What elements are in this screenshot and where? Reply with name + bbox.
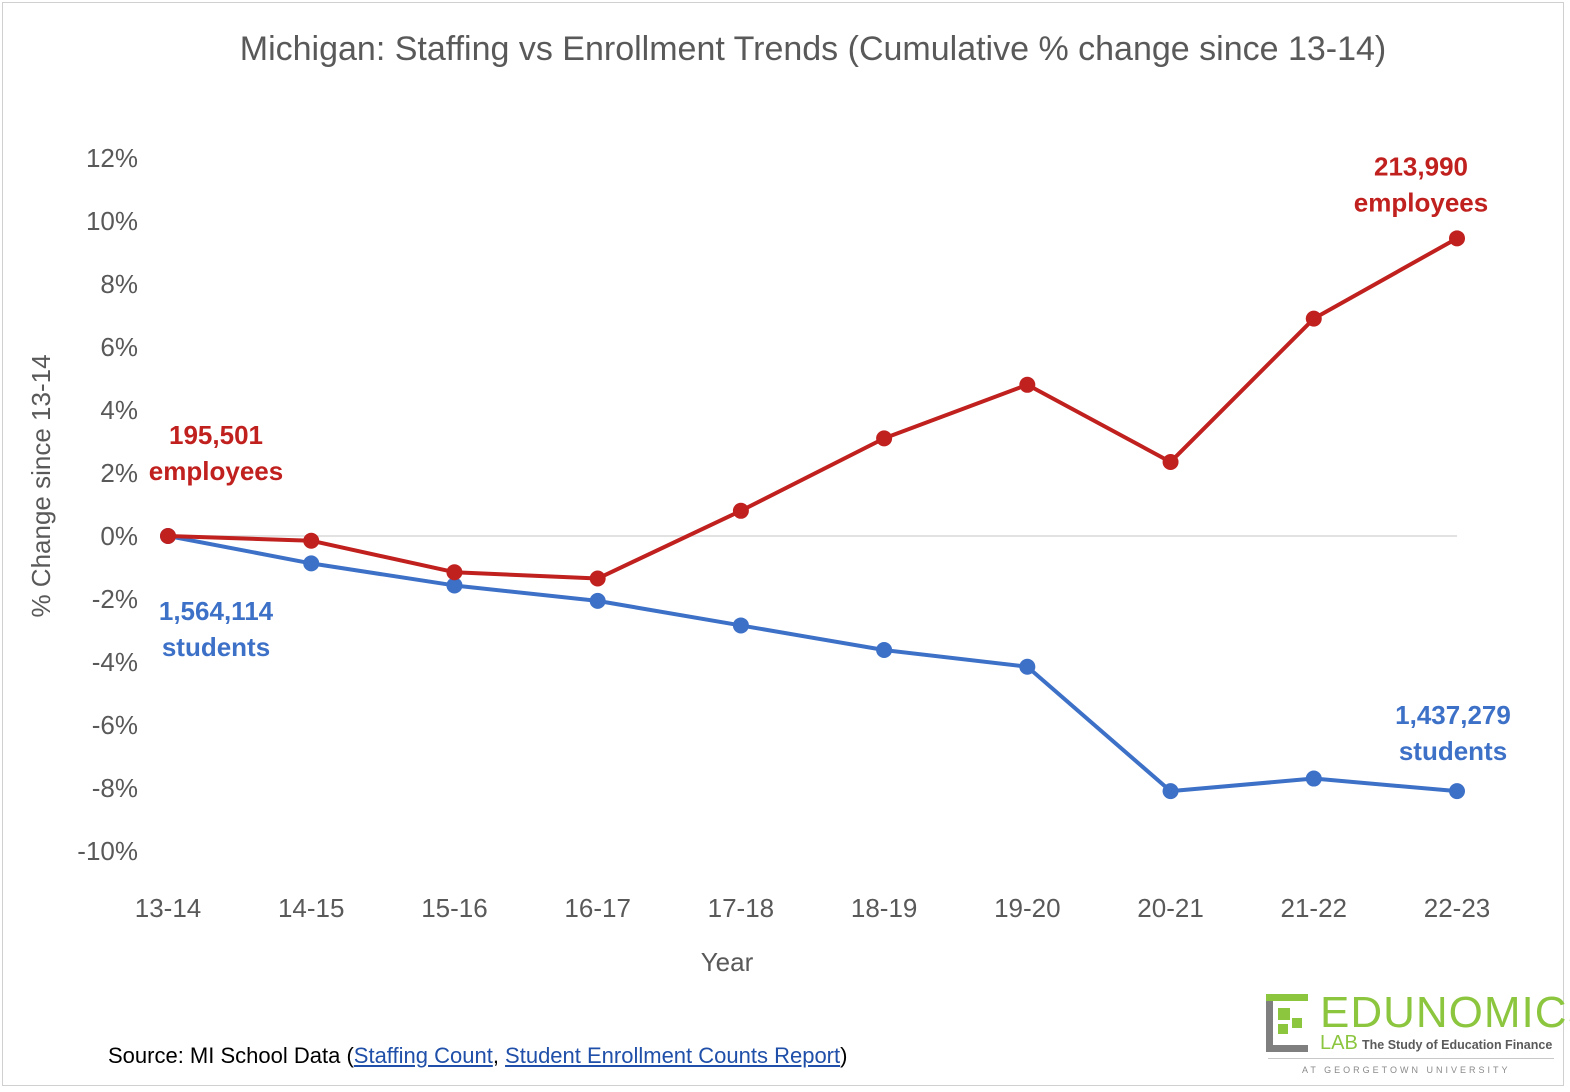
x-tick-label: 22-23 xyxy=(1424,893,1491,923)
data-point-employees xyxy=(732,502,749,519)
series-students xyxy=(160,528,1465,800)
y-tick-label: -2% xyxy=(92,584,138,614)
source-suffix: ) xyxy=(840,1043,848,1068)
data-point-employees xyxy=(303,532,320,549)
logo-wordmark: EDUNOMICS xyxy=(1320,988,1570,1037)
y-axis-label: % Change since 13-14 xyxy=(26,354,56,617)
data-label-employees-count: 213,990 xyxy=(1374,151,1468,181)
y-tick-label: 6% xyxy=(100,332,138,362)
y-tick-label: -10% xyxy=(77,836,138,866)
data-point-employees xyxy=(1449,230,1465,247)
data-point-students xyxy=(732,617,749,634)
x-tick-label: 17-18 xyxy=(708,893,775,923)
data-label-students-count: 1,564,114 xyxy=(159,596,274,626)
series-employees xyxy=(160,230,1465,587)
data-point-students xyxy=(876,642,893,659)
enrollment-report-link[interactable]: Student Enrollment Counts Report xyxy=(505,1043,841,1068)
edunomics-lab-logo: EDUNOMICS LAB The Study of Education Fin… xyxy=(1262,988,1570,1078)
x-tick-label: 20-21 xyxy=(1137,893,1204,923)
data-label-employees-count: 195,501 xyxy=(169,420,263,450)
data-label-students-count: 1,437,279 xyxy=(1395,700,1511,730)
staffing-count-link[interactable]: Staffing Count xyxy=(353,1043,493,1068)
source-separator: , xyxy=(492,1043,506,1068)
data-point-students xyxy=(589,592,606,609)
data-point-employees xyxy=(160,528,176,544)
data-point-employees xyxy=(1162,453,1179,470)
x-tick-label: 18-19 xyxy=(851,893,918,923)
data-point-employees xyxy=(876,430,893,447)
data-point-employees xyxy=(446,564,463,581)
data-point-students xyxy=(446,577,463,594)
y-tick-label: 2% xyxy=(100,458,138,488)
x-axis-label: Year xyxy=(701,947,754,977)
data-point-employees xyxy=(1305,310,1322,327)
data-point-employees xyxy=(1019,376,1036,393)
data-point-students xyxy=(303,555,320,572)
y-tick-label: -8% xyxy=(92,773,138,803)
x-tick-label: 21-22 xyxy=(1281,893,1348,923)
y-tick-label: -6% xyxy=(92,710,138,740)
x-tick-label: 19-20 xyxy=(994,893,1061,923)
source-note: Source: MI School Data (Staffing Count, … xyxy=(108,1043,847,1069)
data-label-employees-unit: employees xyxy=(1354,187,1488,217)
series-line-students xyxy=(167,534,1458,794)
logo-lab: LAB xyxy=(1320,1032,1358,1054)
data-label-employees-unit: employees xyxy=(149,456,283,486)
source-prefix: Source: MI School Data ( xyxy=(108,1043,354,1068)
y-tick-label: 0% xyxy=(100,521,138,551)
data-point-employees xyxy=(589,570,606,587)
logo-divider xyxy=(1268,1058,1554,1059)
x-tick-label: 15-16 xyxy=(421,893,488,923)
data-label-students-unit: students xyxy=(1399,736,1507,766)
y-tick-label: 12% xyxy=(86,143,138,173)
y-tick-label: 10% xyxy=(86,206,138,236)
logo-subline: AT GEORGETOWN UNIVERSITY xyxy=(1302,1065,1511,1075)
data-point-students xyxy=(1449,783,1465,800)
data-point-students xyxy=(1305,770,1322,787)
x-tick-label: 14-15 xyxy=(278,893,345,923)
data-label-students-unit: students xyxy=(162,632,270,662)
logo-mark-icon xyxy=(1266,994,1308,1052)
y-tick-label: 8% xyxy=(100,269,138,299)
data-point-students xyxy=(1019,658,1036,675)
y-tick-label: 4% xyxy=(100,395,138,425)
chart-title: Michigan: Staffing vs Enrollment Trends … xyxy=(240,30,1387,68)
data-point-students xyxy=(1162,783,1179,800)
x-tick-label: 16-17 xyxy=(564,893,631,923)
series-line-employees xyxy=(167,236,1458,581)
logo-tagline: The Study of Education Finance xyxy=(1362,1038,1553,1052)
y-tick-label: -4% xyxy=(92,647,138,677)
x-tick-label: 13-14 xyxy=(135,893,202,923)
